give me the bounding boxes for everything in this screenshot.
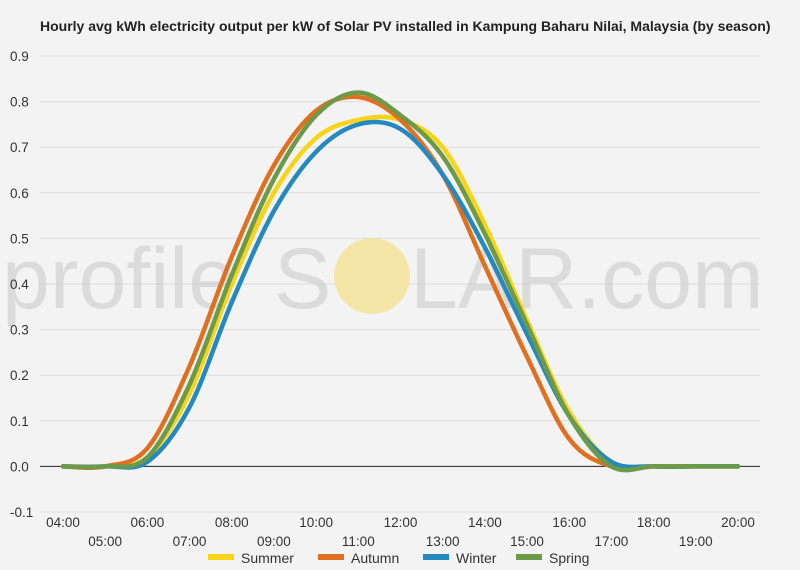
x-tick-label: 20:00 <box>721 515 755 530</box>
y-tick-label: 0.5 <box>10 231 29 246</box>
x-tick-label: 08:00 <box>215 515 249 530</box>
series-lines <box>60 90 741 473</box>
watermark-text-left: profile <box>2 231 236 327</box>
legend-swatch-winter <box>423 554 449 560</box>
legend-swatch-summer <box>208 554 234 560</box>
y-tick-label: -0.1 <box>10 505 33 520</box>
x-tick-label: 04:00 <box>46 515 80 530</box>
y-tick-label: 0.0 <box>10 459 29 474</box>
watermark: profile S LAR.com <box>2 231 764 327</box>
x-tick-label: 19:00 <box>679 534 713 549</box>
y-tick-label: 0.9 <box>10 49 29 64</box>
x-tick-label: 16:00 <box>552 515 586 530</box>
legend-label-spring: Spring <box>549 550 589 566</box>
x-tick-label: 15:00 <box>510 534 544 549</box>
watermark-text-right: LAR.com <box>410 231 764 327</box>
x-tick-label: 12:00 <box>384 515 418 530</box>
x-tick-label: 07:00 <box>173 534 207 549</box>
x-axis: 04:00 05:00 06:00 07:00 08:00 09:00 10:00 11:00… <box>46 515 755 549</box>
series-line-spring <box>60 90 741 473</box>
y-tick-label: 0.1 <box>10 414 29 429</box>
x-tick-label: 10:00 <box>299 515 333 530</box>
watermark-sun <box>334 238 410 314</box>
y-tick-label: 0.2 <box>10 368 29 383</box>
x-tick-label: 11:00 <box>342 534 375 549</box>
chart-title: Hourly avg kWh electricity output per kW… <box>40 18 771 34</box>
legend-swatch-spring <box>516 554 542 560</box>
x-tick-label: 05:00 <box>88 534 122 549</box>
legend-label-summer: Summer <box>241 550 294 566</box>
y-tick-label: 0.7 <box>10 140 29 155</box>
x-tick-label: 06:00 <box>130 515 164 530</box>
y-axis: -0.1 0.0 0.1 0.2 0.3 0.4 0.5 0.6 0.7 0.8 0.9 <box>10 49 760 520</box>
y-tick-label: 0.4 <box>10 277 29 292</box>
legend-label-winter: Winter <box>456 550 497 566</box>
legend: Summer Autumn Winter Spring <box>208 550 589 566</box>
y-tick-label: 0.8 <box>10 95 29 110</box>
x-tick-label: 09:00 <box>257 534 291 549</box>
series-line-winter <box>60 119 741 470</box>
y-tick-label: 0.3 <box>10 323 29 338</box>
legend-label-autumn: Autumn <box>351 550 399 566</box>
x-tick-label: 14:00 <box>468 515 502 530</box>
y-tick-label: 0.6 <box>10 186 29 201</box>
x-tick-label: 17:00 <box>595 534 629 549</box>
x-tick-label: 18:00 <box>637 515 671 530</box>
watermark-text-s: S <box>274 231 331 327</box>
x-tick-label: 13:00 <box>426 534 460 549</box>
legend-swatch-autumn <box>318 554 344 560</box>
